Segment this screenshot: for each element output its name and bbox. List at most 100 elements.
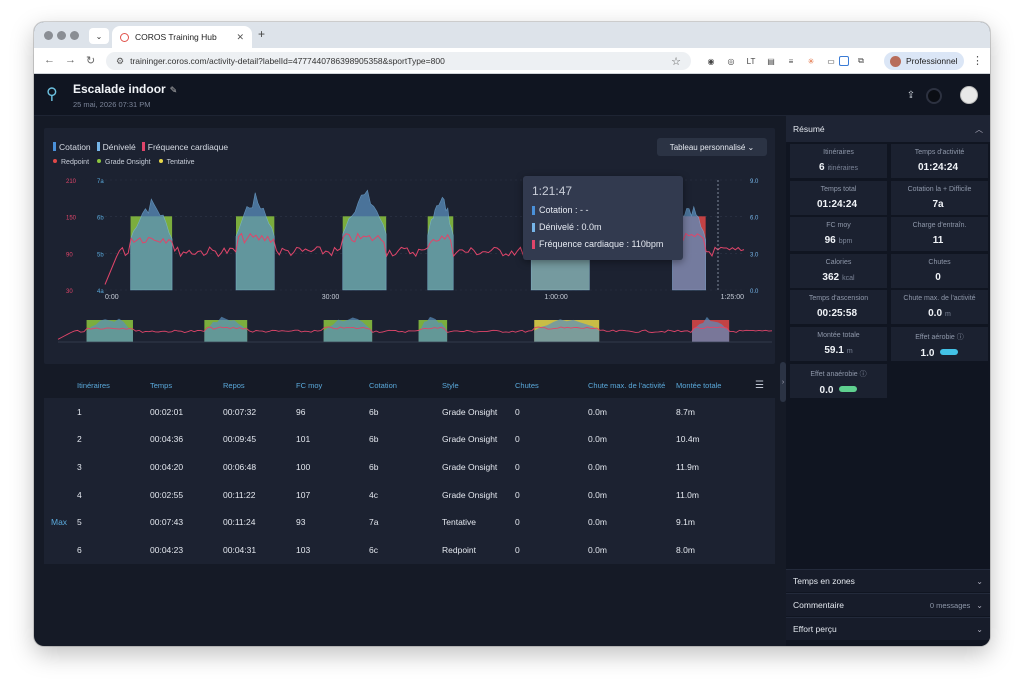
table-cell: 00:11:24 <box>223 517 256 528</box>
summary-value-number: 0.0 <box>928 308 943 320</box>
col-chute-max[interactable]: Chute max. de l'activité <box>588 380 666 390</box>
col-temps[interactable]: Temps <box>150 380 173 390</box>
summary-cell: Itinéraires 6 itinéraires <box>790 144 887 178</box>
table-cell: 0.0m <box>588 461 607 472</box>
coros-favicon-icon <box>120 32 129 42</box>
table-row[interactable]: 1 00:02:01 00:07:32 96 6b Grade Onsight 0 0.0m 8… <box>44 398 775 426</box>
tooltip-denivele: Dénivelé : 0.0m <box>532 222 674 232</box>
export-icon[interactable]: ⇪ <box>906 89 916 101</box>
table-cell: 00:11:22 <box>223 489 256 500</box>
tab-bar: ⌄ COROS Training Hub ✕ + <box>34 22 990 48</box>
edit-pencil-icon[interactable]: ✎ <box>169 85 178 95</box>
extension-icon-6[interactable]: ✳ <box>807 56 815 66</box>
col-repos[interactable]: Repos <box>223 380 245 390</box>
summary-value: 6 itinéraires <box>790 162 887 173</box>
col-chutes[interactable]: Chutes <box>515 380 539 390</box>
user-avatar[interactable] <box>960 86 978 104</box>
table-cell: 00:02:55 <box>150 489 184 500</box>
collapse-sidebar-handle[interactable]: › <box>780 362 786 402</box>
browser-menu-icon[interactable]: ⋮ <box>972 55 983 67</box>
extension-icon-3[interactable]: LT <box>746 56 756 66</box>
table-row[interactable]: 2 00:04:36 00:09:45 101 6b Grade Onsight 0 0.0m… <box>44 425 775 454</box>
summary-value: 00:25:58 <box>790 308 887 319</box>
profile-label: Professionnel <box>906 56 958 66</box>
summary-value: 0 <box>891 272 988 283</box>
close-tab-icon[interactable]: ✕ <box>236 31 244 42</box>
app-header: ⚲ Escalade indoor ✎ 25 mai, 2026 07:31 PM… <box>34 74 990 116</box>
back-arrow-icon[interactable]: ← <box>44 54 55 66</box>
summary-header[interactable]: Résumé ︿ <box>786 116 990 142</box>
custom-chart-dropdown[interactable]: Tableau personnalisé ⌄ <box>657 138 767 156</box>
forward-arrow-icon[interactable]: → <box>65 54 76 66</box>
col-montee[interactable]: Montée totale <box>676 380 722 390</box>
maximize-window-dot[interactable] <box>70 31 79 40</box>
reload-icon[interactable]: ↻ <box>86 55 96 67</box>
summary-value-number: 11 <box>932 235 944 247</box>
table-cell: 11.0m <box>676 489 699 500</box>
new-tab-icon[interactable]: + <box>258 27 266 41</box>
table-cell: 00:04:20 <box>150 461 184 472</box>
accordion-label: Temps en zones <box>793 576 855 586</box>
elevation-area <box>427 196 454 291</box>
table-cell: 00:04:31 <box>223 544 257 555</box>
accordion-2[interactable]: Effort perçu ⌄ <box>786 617 990 640</box>
table-row[interactable]: 4 00:02:55 00:11:22 107 4c Grade Onsight 0 0.0m… <box>44 480 775 509</box>
table-row[interactable]: 6 00:04:23 00:04:31 103 6c Redpoint 0 0.0m 8.0m <box>44 536 775 564</box>
activity-date: 25 mai, 2026 07:31 PM <box>73 100 151 109</box>
summary-cell: Cotation la + Difficile 7a <box>891 180 988 215</box>
close-window-dot[interactable] <box>44 31 53 40</box>
table-row[interactable]: Max 5 00:07:43 00:11:24 93 7a Tentative 0 0.0m 9.… <box>44 508 775 536</box>
summary-cell: Temps d'activité 01:24:24 <box>891 144 988 178</box>
table-cell: 1 <box>77 406 82 417</box>
summary-value-number: 7a <box>932 198 944 210</box>
legend-denivele[interactable]: Dénivelé <box>96 142 136 152</box>
grade-tick-label: 6b <box>97 216 104 222</box>
table-cell: 0 <box>515 517 520 528</box>
accordion-0[interactable]: Temps en zones ⌄ <box>786 569 990 592</box>
grade-tick-label: 5b <box>97 252 104 258</box>
extension-icon-5[interactable]: ≡ <box>788 56 794 66</box>
extension-icon-4[interactable]: ▤ <box>767 56 775 66</box>
minimize-window-dot[interactable] <box>57 31 66 40</box>
activity-chart[interactable]: 210 150 90 30 7a 6b 5b 4a 9.0 6.0 3.0 0.0 0:00 30:00 1… <box>44 128 775 364</box>
extension-icon-7[interactable]: ▭ <box>827 56 835 66</box>
summary-label: Temps total <box>820 185 857 193</box>
extension-icon-8[interactable] <box>839 56 849 66</box>
bookmark-star-icon[interactable]: ☆ <box>671 55 681 68</box>
table-cell: 00:02:01 <box>150 406 184 417</box>
chevron-up-icon[interactable]: ︿ <box>975 124 983 134</box>
table-cell: 6b <box>369 434 379 445</box>
extensions-puzzle-icon[interactable]: ⧉ <box>858 56 864 65</box>
site-settings-icon[interactable]: ⚙ <box>116 55 125 66</box>
column-settings-icon[interactable]: ☰ <box>755 380 764 391</box>
browser-tab[interactable]: COROS Training Hub ✕ <box>112 26 252 48</box>
extension-icon-1[interactable]: ◉ <box>707 56 715 66</box>
accordion-1[interactable]: Commentaire 0 messages ⌄ <box>786 593 990 616</box>
summary-value-number: 59.1 <box>824 345 844 356</box>
chart-tooltip: 1:21:47 Cotation : - - Dénivelé : 0.0m F… <box>523 176 683 260</box>
summary-label: Itinéraires <box>823 149 854 156</box>
table-cell: 0.0m <box>588 544 607 555</box>
chart-legend: Cotation Dénivelé Fréquence cardiaque <box>53 142 228 152</box>
table-row[interactable]: 3 00:04:20 00:06:48 100 6b Grade Onsight 0 0.0m… <box>44 453 775 481</box>
summary-label: Montée totale <box>817 332 860 339</box>
col-style[interactable]: Style <box>442 380 459 390</box>
summary-value-number: 01:24:24 <box>816 198 858 210</box>
legend-hr[interactable]: Fréquence cardiaque <box>141 142 228 152</box>
profile-button[interactable]: Professionnel <box>884 52 964 70</box>
grade-tick-label: 7a <box>97 179 104 185</box>
summary-value: 96 bpm <box>790 235 887 246</box>
climbing-sport-icon: ⚲ <box>46 86 58 103</box>
col-fc-moy[interactable]: FC moy <box>296 380 323 390</box>
x-tick-label: 0:00 <box>105 294 119 301</box>
tab-search-button[interactable]: ⌄ <box>89 28 109 44</box>
style-legend: Redpoint Grade Onsight Tentative <box>53 159 195 166</box>
url-field[interactable]: ⚙ traininger.coros.com/activity-detail?l… <box>106 52 691 70</box>
col-cotation[interactable]: Cotation <box>369 380 397 390</box>
summary-cell: Temps total 01:24:24 <box>790 180 887 215</box>
legend-cotation[interactable]: Cotation <box>53 142 91 152</box>
extension-icon-2[interactable]: ◎ <box>727 56 735 66</box>
watch-icon[interactable] <box>926 88 942 104</box>
summary-value: 01:24:24 <box>790 199 887 210</box>
col-itineraires[interactable]: Itinéraires <box>77 380 110 390</box>
